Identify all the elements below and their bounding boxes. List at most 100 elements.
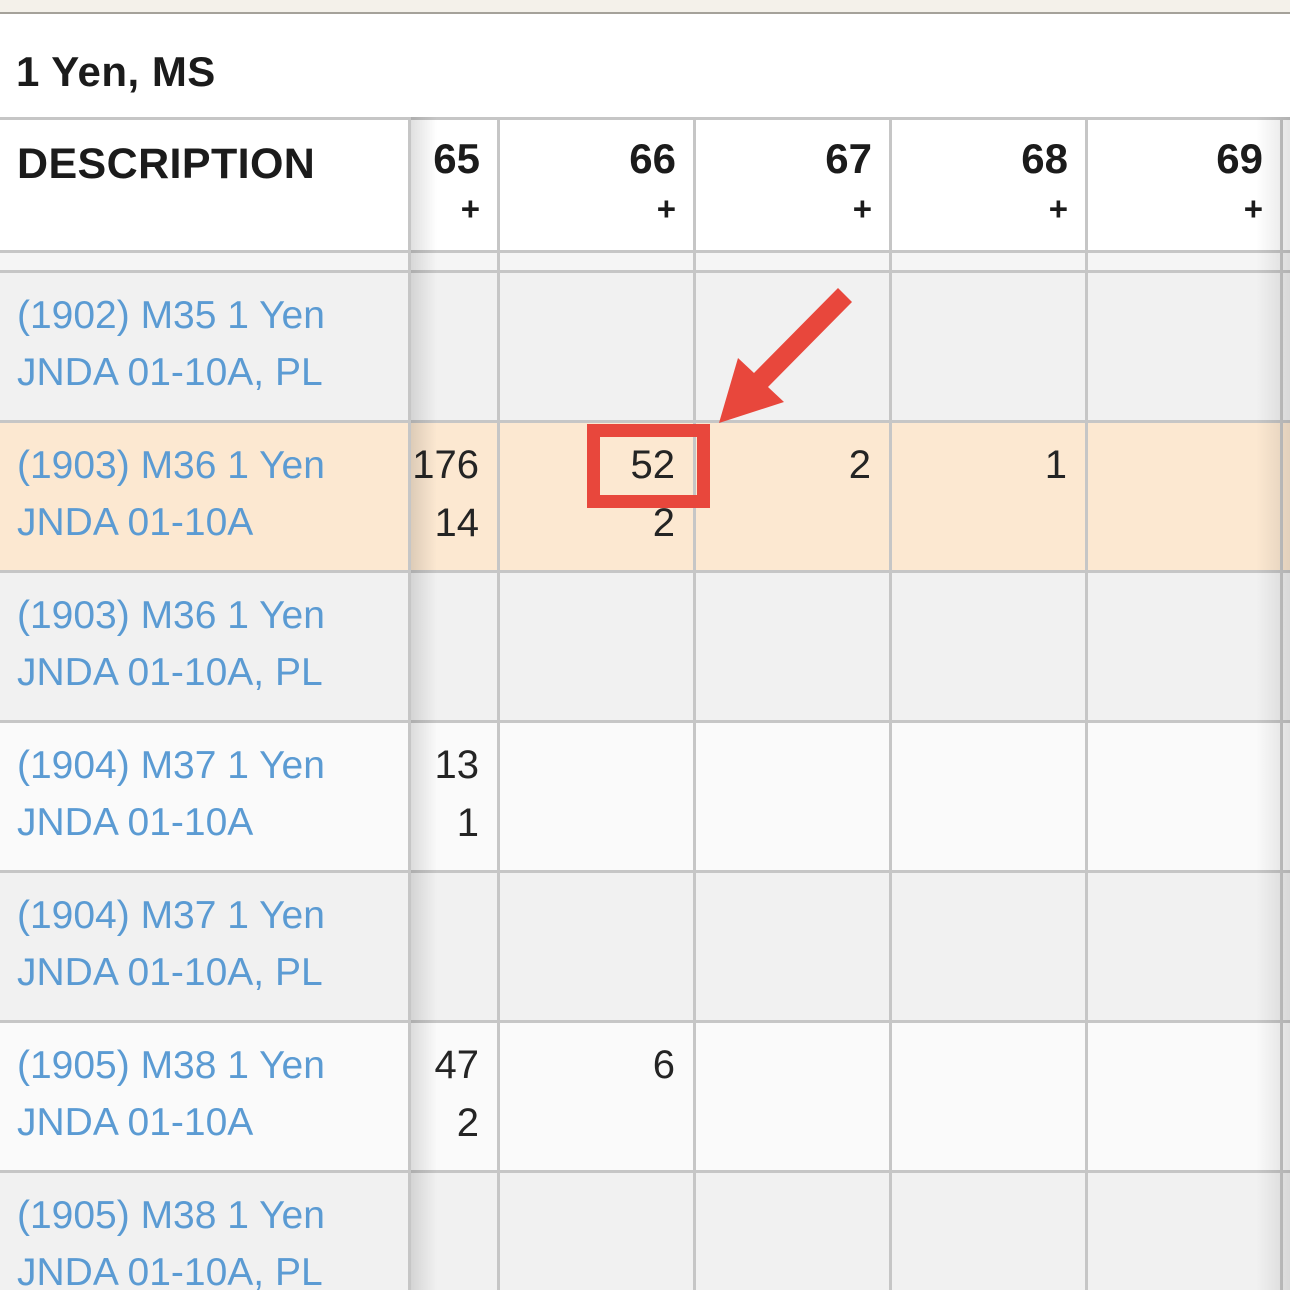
grade-67-cell	[693, 1023, 889, 1170]
grade-label: 69	[1216, 135, 1263, 182]
grade-67-cell	[693, 273, 889, 420]
plus-count-line: 1	[456, 801, 479, 845]
grade-67-cell	[693, 723, 889, 870]
description-line2: JNDA 01-10A, PL	[17, 951, 323, 994]
table-row-highlighted: (1903) M36 1 Yen JNDA 01-10A 176 14 52 2…	[0, 423, 1290, 573]
table-edge-sliver	[1280, 120, 1290, 250]
grade-66-cell-boxed: 52 2	[497, 423, 693, 570]
table-row: (1905) M38 1 Yen JNDA 01-10A, PL	[0, 1173, 1290, 1290]
page-title: 1 Yen, MS	[16, 48, 216, 95]
coin-description-link[interactable]: (1905) M38 1 Yen JNDA 01-10A, PL	[0, 1173, 408, 1290]
grade-67-cell	[693, 573, 889, 720]
spacer-cell	[1280, 253, 1290, 270]
grade-67-cell: 2	[693, 423, 889, 570]
table-row: (1904) M37 1 Yen JNDA 01-10A 13 1	[0, 723, 1290, 873]
grade-65-header: 65 +	[408, 120, 497, 250]
grade-69-cell	[1085, 273, 1280, 420]
grade-69-cell	[1085, 1023, 1280, 1170]
grade-66-cell	[497, 573, 693, 720]
description-line2: JNDA 01-10A, PL	[17, 1251, 323, 1290]
coin-description-link[interactable]: (1904) M37 1 Yen JNDA 01-10A	[0, 723, 408, 870]
plus-label: +	[1243, 190, 1263, 227]
coin-description-link[interactable]: (1904) M37 1 Yen JNDA 01-10A, PL	[0, 873, 408, 1020]
grade-65-cell	[408, 1173, 497, 1290]
spacer-cell	[1085, 253, 1280, 270]
table-row: (1905) M38 1 Yen JNDA 01-10A 47 2 6	[0, 1023, 1290, 1173]
grade-69-cell	[1085, 423, 1280, 570]
count-line: 176	[412, 443, 479, 487]
description-line2: JNDA 01-10A	[17, 501, 254, 544]
table-header-row: DESCRIPTION 65 + 66 + 67 + 68 + 69 +	[0, 120, 1290, 253]
description-line1: (1902) M35 1 Yen	[17, 294, 325, 337]
spacer-cell	[0, 253, 408, 270]
grade-69-cell	[1085, 573, 1280, 720]
spacer-cell	[408, 253, 497, 270]
plus-count-line: 2	[456, 1101, 479, 1145]
description-line1: (1905) M38 1 Yen	[17, 1194, 325, 1237]
count-line: 1	[1044, 443, 1067, 487]
description-line2: JNDA 01-10A	[17, 801, 254, 844]
table-edge-sliver	[1280, 723, 1290, 870]
grade-65-cell: 13 1	[408, 723, 497, 870]
coin-description-link[interactable]: (1902) M35 1 Yen JNDA 01-10A, PL	[0, 273, 408, 420]
grade-68-cell	[889, 723, 1085, 870]
grade-67-cell	[693, 873, 889, 1020]
grade-68-cell	[889, 573, 1085, 720]
description-column-header: DESCRIPTION	[17, 140, 316, 188]
grade-label: 66	[629, 135, 676, 182]
description-line1: (1903) M36 1 Yen	[17, 444, 325, 487]
plus-label: +	[852, 190, 872, 227]
table-edge-sliver	[1280, 873, 1290, 1020]
top-strip	[0, 0, 1290, 14]
count-line: 2	[848, 443, 871, 487]
spacer-cell	[497, 253, 693, 270]
description-line1: (1905) M38 1 Yen	[17, 1044, 325, 1087]
spacer-cell	[693, 253, 889, 270]
grade-65-cell	[408, 573, 497, 720]
grade-label: 68	[1021, 135, 1068, 182]
table-row: (1903) M36 1 Yen JNDA 01-10A, PL	[0, 573, 1290, 723]
grade-68-cell	[889, 873, 1085, 1020]
grade-label: 67	[825, 135, 872, 182]
grade-68-cell: 1	[889, 423, 1085, 570]
grade-67-cell	[693, 1173, 889, 1290]
grade-66-cell	[497, 723, 693, 870]
plus-count-line: 14	[434, 501, 480, 545]
grade-69-cell	[1085, 723, 1280, 870]
grade-68-cell	[889, 1173, 1085, 1290]
plus-count-line: 2	[652, 501, 675, 545]
plus-label: +	[460, 190, 480, 227]
description-line1: (1904) M37 1 Yen	[17, 744, 325, 787]
grade-68-cell	[889, 273, 1085, 420]
count-line: 47	[434, 1043, 480, 1087]
description-line2: JNDA 01-10A, PL	[17, 351, 323, 394]
grade-65-cell: 176 14	[408, 423, 497, 570]
description-line1: (1904) M37 1 Yen	[17, 894, 325, 937]
count-line: 13	[434, 743, 480, 787]
spacer-cell	[889, 253, 1085, 270]
grade-66-cell: 6	[497, 1023, 693, 1170]
grade-69-header: 69 +	[1085, 120, 1280, 250]
grade-66-header: 66 +	[497, 120, 693, 250]
count-line: 52	[630, 443, 676, 487]
grade-label: 65	[433, 135, 480, 182]
grade-69-cell	[1085, 873, 1280, 1020]
table-edge-sliver	[1280, 1023, 1290, 1170]
table-row: (1904) M37 1 Yen JNDA 01-10A, PL	[0, 873, 1290, 1023]
description-line2: JNDA 01-10A	[17, 1101, 254, 1144]
coin-description-link[interactable]: (1903) M36 1 Yen JNDA 01-10A, PL	[0, 573, 408, 720]
coin-description-link[interactable]: (1903) M36 1 Yen JNDA 01-10A	[0, 423, 408, 570]
count-line: 6	[652, 1043, 675, 1087]
description-line1: (1903) M36 1 Yen	[17, 594, 325, 637]
grade-69-cell	[1085, 1173, 1280, 1290]
coin-description-link[interactable]: (1905) M38 1 Yen JNDA 01-10A	[0, 1023, 408, 1170]
spacer-row	[0, 253, 1290, 273]
table-edge-sliver	[1280, 273, 1290, 420]
population-table[interactable]: DESCRIPTION 65 + 66 + 67 + 68 + 69 +	[0, 117, 1290, 1290]
table-edge-sliver	[1280, 1173, 1290, 1290]
grade-68-header: 68 +	[889, 120, 1085, 250]
grade-67-header: 67 +	[693, 120, 889, 250]
grade-65-cell	[408, 273, 497, 420]
title-bar: 1 Yen, MS	[0, 14, 1290, 117]
